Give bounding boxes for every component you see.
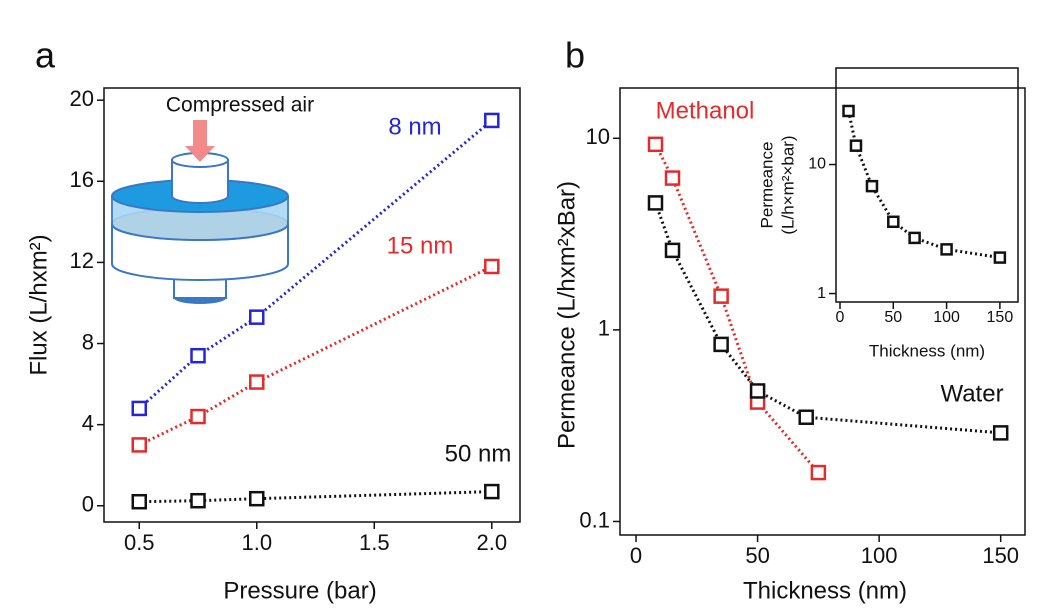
annotation: Compressed air xyxy=(166,94,314,117)
panel-label: b xyxy=(565,35,585,76)
data-point xyxy=(484,258,500,275)
x-tick-label: 50 xyxy=(884,309,902,326)
x-tick-label: 0 xyxy=(836,309,845,326)
data-point xyxy=(647,136,664,153)
data-point xyxy=(190,347,206,364)
data-point xyxy=(993,251,1007,264)
y-tick-label: 0 xyxy=(82,492,94,517)
series-line xyxy=(654,202,1001,435)
data-point xyxy=(664,170,681,186)
panel-label: a xyxy=(35,35,56,76)
data-point xyxy=(249,374,265,390)
x-tick-label: 150 xyxy=(982,543,1019,568)
data-point xyxy=(249,490,265,507)
plot-frame xyxy=(835,67,1019,303)
x-tick-label: 150 xyxy=(987,309,1014,326)
y-axis-label: Flux (L/hxm²) xyxy=(25,234,52,375)
series-label: 8 nm xyxy=(388,113,441,140)
data-point xyxy=(887,215,900,229)
data-point xyxy=(190,408,206,425)
x-tick-label: 0.5 xyxy=(124,530,155,555)
y-tick-label: 16 xyxy=(70,167,94,192)
series-label: 15 nm xyxy=(387,232,454,259)
x-axis-label: Thickness (nm) xyxy=(743,577,907,604)
plot-frame xyxy=(103,87,521,523)
x-tick-label: 50 xyxy=(745,543,769,568)
data-point xyxy=(940,243,953,256)
y-tick-label: 10 xyxy=(586,124,610,149)
x-tick-label: 2.0 xyxy=(476,530,507,555)
x-axis-label: Thickness (nm) xyxy=(869,341,985,360)
data-point xyxy=(484,112,500,129)
series-label: Water xyxy=(940,380,1003,407)
data-point xyxy=(865,179,879,193)
y-axis-label: Permeance (L/hxm²xBar) xyxy=(553,181,580,449)
data-point xyxy=(842,104,855,118)
data-point xyxy=(908,231,921,245)
y-tick-label: 1 xyxy=(817,285,826,302)
series-label: Methanol xyxy=(656,97,755,124)
data-point xyxy=(647,195,664,211)
data-point xyxy=(131,437,148,453)
x-tick-label: 0 xyxy=(630,543,642,568)
data-point xyxy=(664,242,681,259)
x-tick-label: 100 xyxy=(933,309,960,326)
y-tick-label: 4 xyxy=(82,410,94,435)
y-axis-label: (L/h×m²×bar) xyxy=(778,135,797,234)
x-tick-label: 1.0 xyxy=(241,530,272,555)
data-point xyxy=(249,309,265,325)
data-point xyxy=(798,409,814,425)
series-line xyxy=(139,490,492,504)
data-point xyxy=(713,288,729,304)
air-arrow xyxy=(185,120,215,162)
data-point xyxy=(131,493,148,510)
y-tick-label: 20 xyxy=(70,86,94,111)
filter-illustration xyxy=(111,120,289,304)
data-point xyxy=(849,139,863,152)
data-point xyxy=(810,464,827,481)
plot-frame xyxy=(619,87,1026,536)
y-tick-label: 0.1 xyxy=(579,507,610,532)
y-tick-label: 8 xyxy=(82,329,94,354)
x-tick-label: 100 xyxy=(861,543,898,568)
inlet xyxy=(171,160,229,204)
y-tick-label: 10 xyxy=(808,156,826,173)
data-point xyxy=(190,492,206,509)
y-axis-label: Permeance xyxy=(757,142,776,229)
data-point xyxy=(992,425,1009,441)
y-tick-label: 1 xyxy=(598,316,610,341)
series-label: 50 nm xyxy=(445,440,512,467)
data-point xyxy=(749,383,766,399)
data-point xyxy=(484,483,500,500)
x-tick-label: 1.5 xyxy=(359,530,390,555)
data-point xyxy=(131,400,148,417)
x-axis-label: Pressure (bar) xyxy=(223,577,376,604)
data-point xyxy=(713,336,729,353)
y-tick-label: 12 xyxy=(70,248,94,273)
